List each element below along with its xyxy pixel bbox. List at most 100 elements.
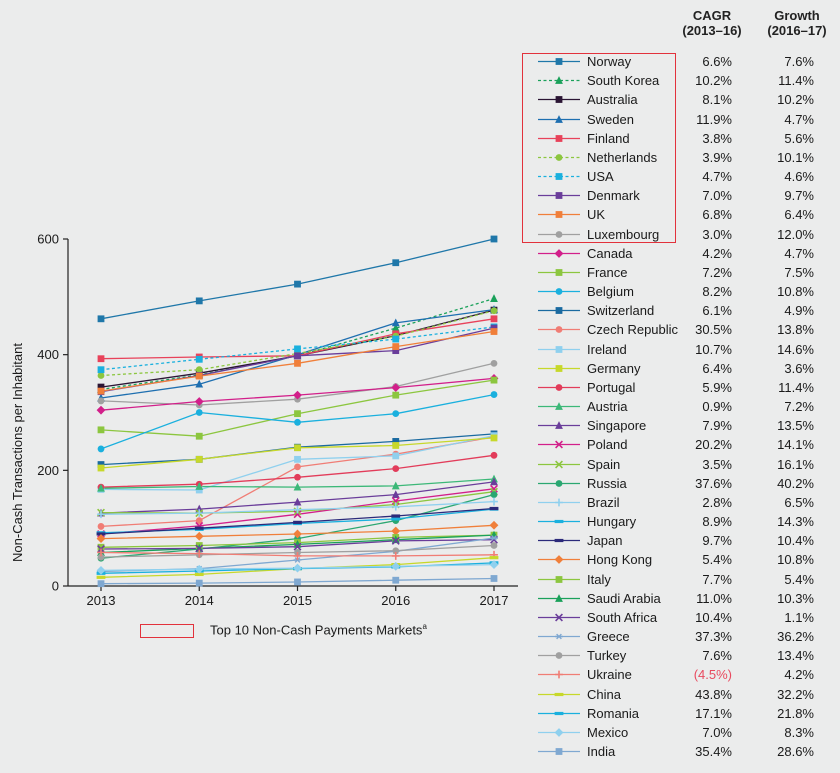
data-point <box>96 575 106 579</box>
data-point <box>391 481 400 490</box>
data-point <box>490 307 498 315</box>
data-point <box>294 410 301 418</box>
legend-growth: 4.6% <box>784 169 814 185</box>
top10-legend-label: Top 10 Non-Cash Payments Markets <box>210 622 423 638</box>
data-point <box>490 535 498 541</box>
data-point <box>555 114 563 123</box>
legend-cagr: 7.9% <box>702 418 732 434</box>
data-point <box>294 280 301 288</box>
legend-cagr: 2.8% <box>702 494 732 510</box>
data-point <box>391 552 400 560</box>
legend-swatch <box>538 633 580 640</box>
legend-cagr: 8.2% <box>702 284 732 300</box>
legend-row: UK 6.8% 6.4% <box>528 205 840 224</box>
data-point <box>555 402 563 410</box>
legend-swatch <box>538 519 580 524</box>
legend-growth: 7.5% <box>784 264 814 280</box>
legend-row: Germany 6.4% 3.6% <box>528 359 840 378</box>
data-point <box>490 497 498 506</box>
legend-row: Austria 0.9% 7.2% <box>528 397 840 416</box>
series-line-netherlands <box>100 310 495 377</box>
legend-cagr: 6.8% <box>702 207 732 223</box>
data-point <box>97 445 105 453</box>
data-point <box>555 268 563 276</box>
legend-country: Hong Kong <box>587 552 653 568</box>
data-point <box>195 509 204 518</box>
legend-cagr: 37.6% <box>695 475 732 491</box>
legend-growth: 36.2% <box>777 629 814 645</box>
top10-legend: Top 10 Non-Cash Payments Marketsa <box>140 622 427 638</box>
legend-row: Belgium 8.2% 10.8% <box>528 282 840 301</box>
legend-swatch <box>538 613 580 622</box>
legend-row: Portugal 5.9% 11.4% <box>528 378 840 397</box>
data-point <box>392 391 400 399</box>
legend-growth: 1.1% <box>784 609 814 625</box>
legend-row: India 35.4% 28.6% <box>528 742 840 761</box>
data-point <box>555 575 563 583</box>
legend-country: Norway <box>587 54 632 69</box>
data-point <box>195 432 203 440</box>
data-point <box>195 544 204 553</box>
legend-swatch <box>538 134 580 142</box>
legend-swatch <box>538 307 580 315</box>
legend-growth: 11.4% <box>778 379 814 395</box>
legend-country: Ireland <box>587 341 627 357</box>
legend-swatch <box>538 326 580 334</box>
legend-row: Greece 37.3% 36.2% <box>528 627 840 646</box>
legend-country: Australia <box>587 92 638 108</box>
legend-growth: 3.6% <box>784 360 814 376</box>
data-point <box>97 543 105 551</box>
legend-growth: 10.4% <box>777 533 814 549</box>
data-point <box>97 387 105 395</box>
data-point <box>490 477 498 486</box>
legend-row: France 7.2% 7.5% <box>528 263 840 282</box>
legend-growth: 13.8% <box>777 322 814 338</box>
data-point <box>555 633 563 640</box>
series-line-france <box>100 379 495 437</box>
data-point <box>195 366 203 374</box>
data-point <box>392 576 400 584</box>
data-point <box>96 565 106 575</box>
legend-cagr: 10.2% <box>695 73 732 89</box>
data-point <box>294 352 301 360</box>
legend-row: Netherlands 3.9% 10.1% <box>528 148 840 167</box>
legend-cagr: 10.4% <box>695 609 732 625</box>
series-line-south-korea <box>100 297 495 391</box>
data-point <box>391 502 400 511</box>
x-tick-label: 2014 <box>185 593 214 608</box>
legend-country: Czech Republic <box>587 322 679 338</box>
data-point <box>555 173 563 180</box>
legend-swatch <box>538 288 580 295</box>
data-point <box>555 748 563 756</box>
legend-growth: 14.6% <box>777 341 814 357</box>
data-point <box>490 328 498 335</box>
legend-swatch <box>538 652 580 660</box>
data-point <box>555 230 563 238</box>
legend-swatch <box>538 575 580 583</box>
data-point <box>195 455 203 463</box>
data-point <box>97 397 105 405</box>
legend-cagr: 4.2% <box>702 245 732 261</box>
data-point <box>489 520 499 530</box>
legend-growth: 4.2% <box>784 667 814 683</box>
data-point <box>555 440 563 449</box>
data-point <box>490 575 498 582</box>
legend-growth: 7.6% <box>784 54 814 69</box>
legend-swatch <box>538 498 580 507</box>
legend-growth: 10.1% <box>777 149 814 165</box>
legend-swatch <box>538 748 580 756</box>
data-point <box>555 326 563 334</box>
data-point <box>97 315 105 323</box>
data-point <box>555 307 563 315</box>
legend-cagr: 3.8% <box>702 130 732 146</box>
y-tick-label: 600 <box>37 232 59 247</box>
data-point <box>555 96 563 104</box>
data-point <box>97 483 105 492</box>
legend-cagr: 37.3% <box>695 629 732 645</box>
data-point <box>195 517 203 525</box>
data-point <box>293 505 302 514</box>
legend-country: South Africa <box>587 609 658 625</box>
data-point <box>555 153 563 161</box>
data-point <box>392 442 400 449</box>
x-tick-label: 2015 <box>283 593 312 608</box>
